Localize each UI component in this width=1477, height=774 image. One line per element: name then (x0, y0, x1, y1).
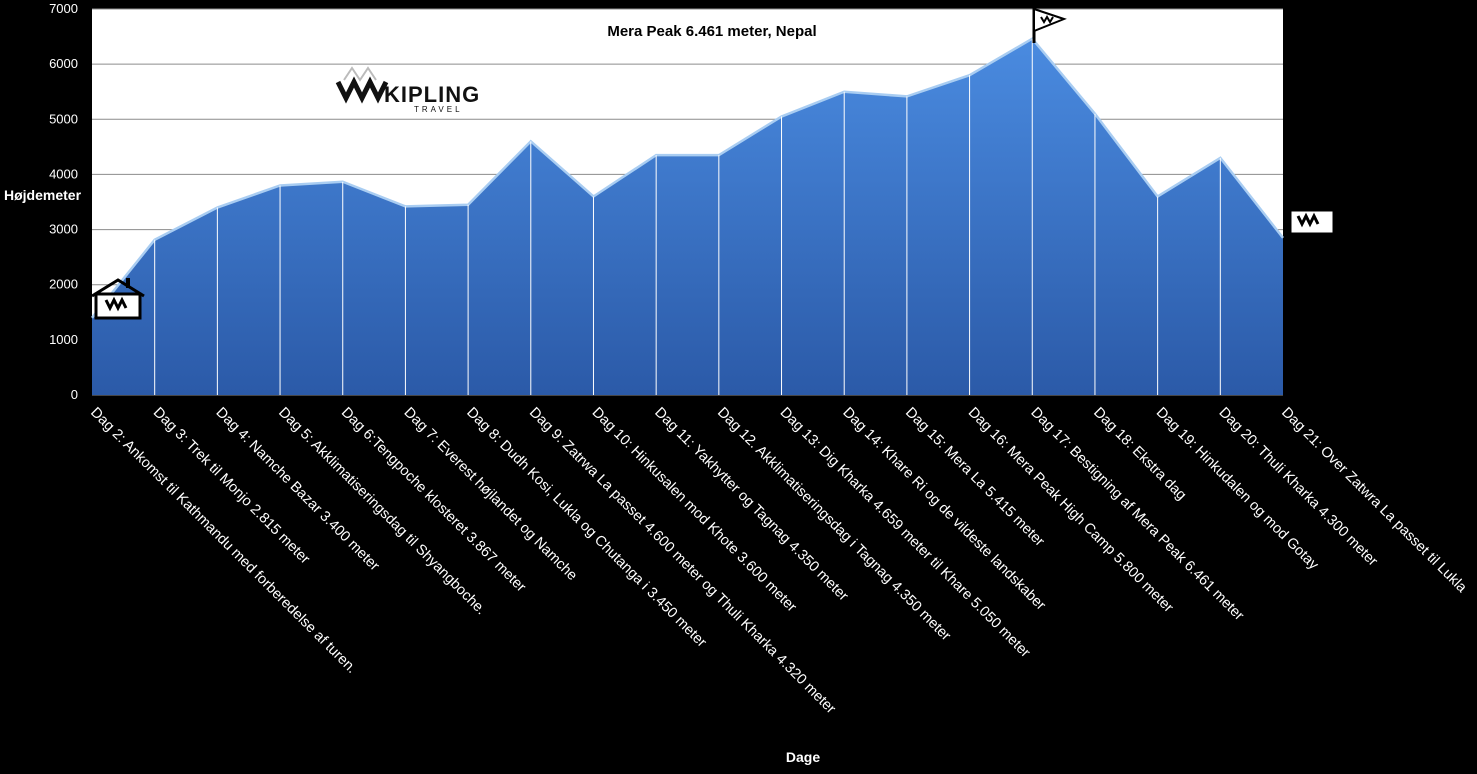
y-tick-label: 6000 (49, 56, 78, 71)
y-tick-label: 4000 (49, 166, 78, 181)
x-category-label: Dag 9: Zatrwa La passet 4.600 meter og T… (526, 405, 839, 718)
y-axis-ticks: 0 1000 2000 3000 4000 5000 6000 7000 (49, 1, 78, 402)
house-icon (91, 278, 145, 320)
kipling-logo-icon: KIPLING TRAVEL (335, 66, 480, 114)
y-tick-label: 3000 (49, 222, 78, 237)
x-axis-title: Dage (786, 749, 820, 765)
area-fill (92, 38, 1283, 396)
chart-title: Mera Peak 6.461 meter, Nepal (607, 23, 816, 40)
flag-icon (1032, 7, 1067, 43)
y-tick-label: 0 (71, 387, 78, 402)
y-tick-label: 7000 (49, 1, 78, 16)
logo-name: KIPLING (384, 82, 480, 107)
x-category-label: Dag 8: Dudh Kosi, Lukla og Chutanga i 3.… (463, 405, 709, 651)
logo-sub: TRAVEL (414, 105, 463, 114)
x-axis-categories: Dag 2: Ankomst til Kathmandu med forbere… (87, 405, 1470, 718)
x-category-label: Dag 12. Akklimatiseringsdag i Tagnag 4.3… (714, 405, 954, 645)
y-tick-label: 2000 (49, 277, 78, 292)
y-tick-label: 1000 (49, 332, 78, 347)
series-line (91, 37, 1284, 319)
y-tick-label: 5000 (49, 111, 78, 126)
y-axis-title: Højdemeter (4, 187, 82, 203)
x-category-label: Dag 17: Bestigning af Mera Peak 6.461 me… (1027, 405, 1246, 624)
area-series (91, 37, 1284, 396)
house-icon (1285, 195, 1339, 236)
